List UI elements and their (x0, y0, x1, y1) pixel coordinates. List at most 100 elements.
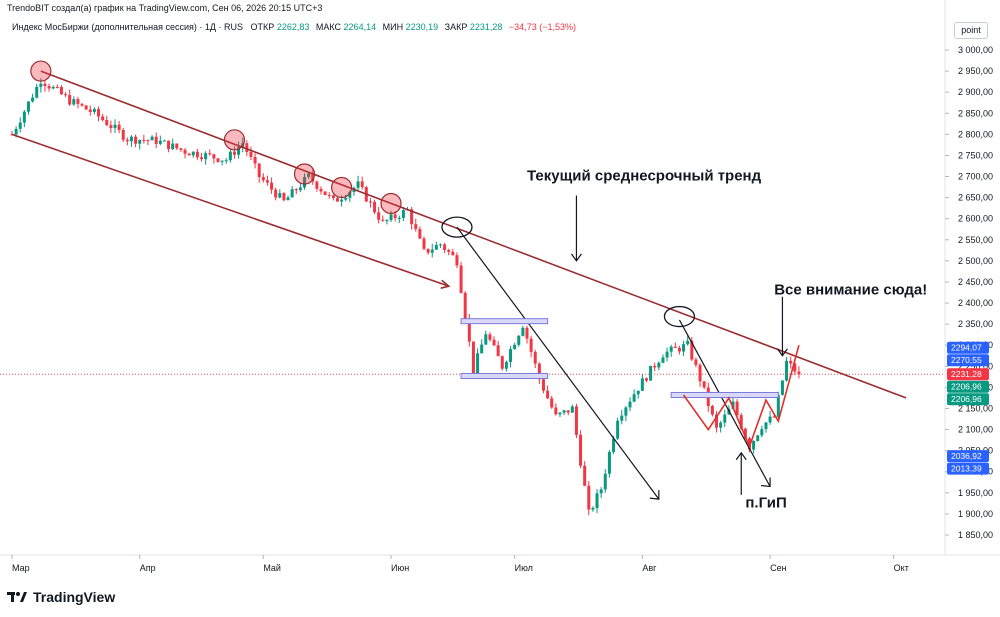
resistance-marker (293, 163, 316, 185)
candle-body (245, 143, 249, 152)
symbol-name[interactable]: Индекс МосБиржи (дополнительная сессия) … (12, 22, 244, 32)
candle-body (513, 344, 517, 350)
candle-body (142, 140, 146, 142)
time-tick-label: Окт (894, 563, 909, 573)
candle-body (789, 360, 793, 364)
candle-body (554, 407, 558, 415)
candle-body (154, 136, 158, 144)
low-label: МИН (382, 22, 404, 32)
candle-body (669, 346, 673, 352)
candle-body (583, 465, 587, 486)
candle-body (574, 406, 578, 435)
candle-body (632, 394, 636, 402)
candle-body (624, 407, 628, 416)
candle-body (278, 193, 282, 198)
candle-body (22, 111, 26, 123)
price-badge (947, 380, 989, 393)
candle-body (43, 83, 47, 87)
price-tick-label: 1 900,00 (958, 509, 993, 519)
candle-body (228, 151, 232, 161)
candle-body (373, 201, 377, 213)
candle-body (253, 156, 257, 164)
candle-body (290, 189, 294, 198)
candle-body (35, 86, 39, 98)
candle-body (84, 105, 88, 110)
candle-body (360, 181, 364, 188)
candle-body (121, 129, 125, 140)
drawings: Текущий среднесрочный тренд Все внимание … (0, 60, 945, 512)
candle-body (710, 405, 714, 415)
candle-body (756, 435, 760, 441)
head-shoulders-pattern (682, 345, 800, 449)
candle-body (327, 194, 331, 196)
candle-body (105, 120, 109, 126)
candle-body (204, 153, 208, 160)
trend-arrowhead (649, 490, 660, 500)
resistance-marker (380, 192, 402, 215)
candle-body (521, 327, 525, 336)
candle-body (183, 149, 187, 154)
candle-body (541, 379, 545, 391)
highlight-ellipse (663, 305, 696, 328)
candle-body (612, 438, 616, 452)
candle-body (438, 244, 442, 246)
price-tick-label: 2 250,00 (958, 361, 993, 371)
candle-body (447, 249, 451, 252)
price-tick-label: 2 850,00 (958, 108, 993, 118)
candle-body (414, 224, 418, 229)
candle-body (768, 416, 772, 423)
candle-body (397, 217, 401, 219)
candle-body (566, 410, 570, 413)
price-badge (947, 462, 989, 475)
tradingview-brand[interactable]: TradingView (7, 589, 115, 605)
price-unit-button[interactable]: point (954, 22, 988, 39)
price-tick-label: 2 900,00 (958, 87, 993, 97)
candle-body (315, 181, 319, 189)
candle-body (665, 351, 669, 358)
candle-body (319, 188, 323, 192)
level-zone (460, 318, 549, 325)
time-axis[interactable]: Мар Апр Май Июн Июл Авг Сен Окт (11, 555, 909, 573)
candle-body (385, 220, 389, 222)
price-tick-label: 2 800,00 (958, 129, 993, 139)
open-label: ОТКР (250, 22, 275, 32)
low-value: 2230,19 (405, 22, 439, 32)
price-tick-label: 1 850,00 (958, 530, 993, 540)
candle-body (200, 157, 204, 160)
candle-body (459, 265, 463, 293)
candle-body (739, 415, 743, 429)
candle-body (47, 86, 51, 89)
candle-body (517, 335, 521, 345)
change-value: −34,73 (−1,53%) (508, 22, 576, 32)
candle-body (677, 347, 681, 352)
candle-body (616, 420, 620, 439)
candle-body (418, 228, 422, 239)
price-badge-label: 2206,96 (951, 394, 982, 404)
candle-body (294, 189, 298, 191)
candle-body (393, 214, 397, 219)
candle-body (212, 154, 216, 159)
candle-body (776, 394, 780, 417)
candle-body (509, 349, 513, 362)
candle-body (496, 345, 500, 357)
candle-body (381, 219, 385, 221)
candle-body (191, 151, 195, 156)
highlight-ellipse (441, 216, 473, 238)
open-value: 2262,83 (276, 22, 310, 32)
price-tick-label: 2 100,00 (958, 425, 993, 435)
brand-name: TradingView (33, 589, 116, 605)
time-tick-label: Июл (515, 563, 533, 573)
channel-upper-line (40, 70, 907, 399)
candle-body (97, 109, 101, 117)
candle-body (455, 255, 459, 266)
candle-body (377, 212, 381, 220)
price-badge (947, 450, 989, 463)
candle-body (743, 428, 747, 439)
candle-body (76, 99, 80, 104)
annotation-arrowhead (776, 348, 788, 357)
candle-body (723, 414, 727, 423)
candle-body (760, 429, 764, 436)
candle-body (476, 353, 480, 374)
candle-body (389, 214, 393, 221)
